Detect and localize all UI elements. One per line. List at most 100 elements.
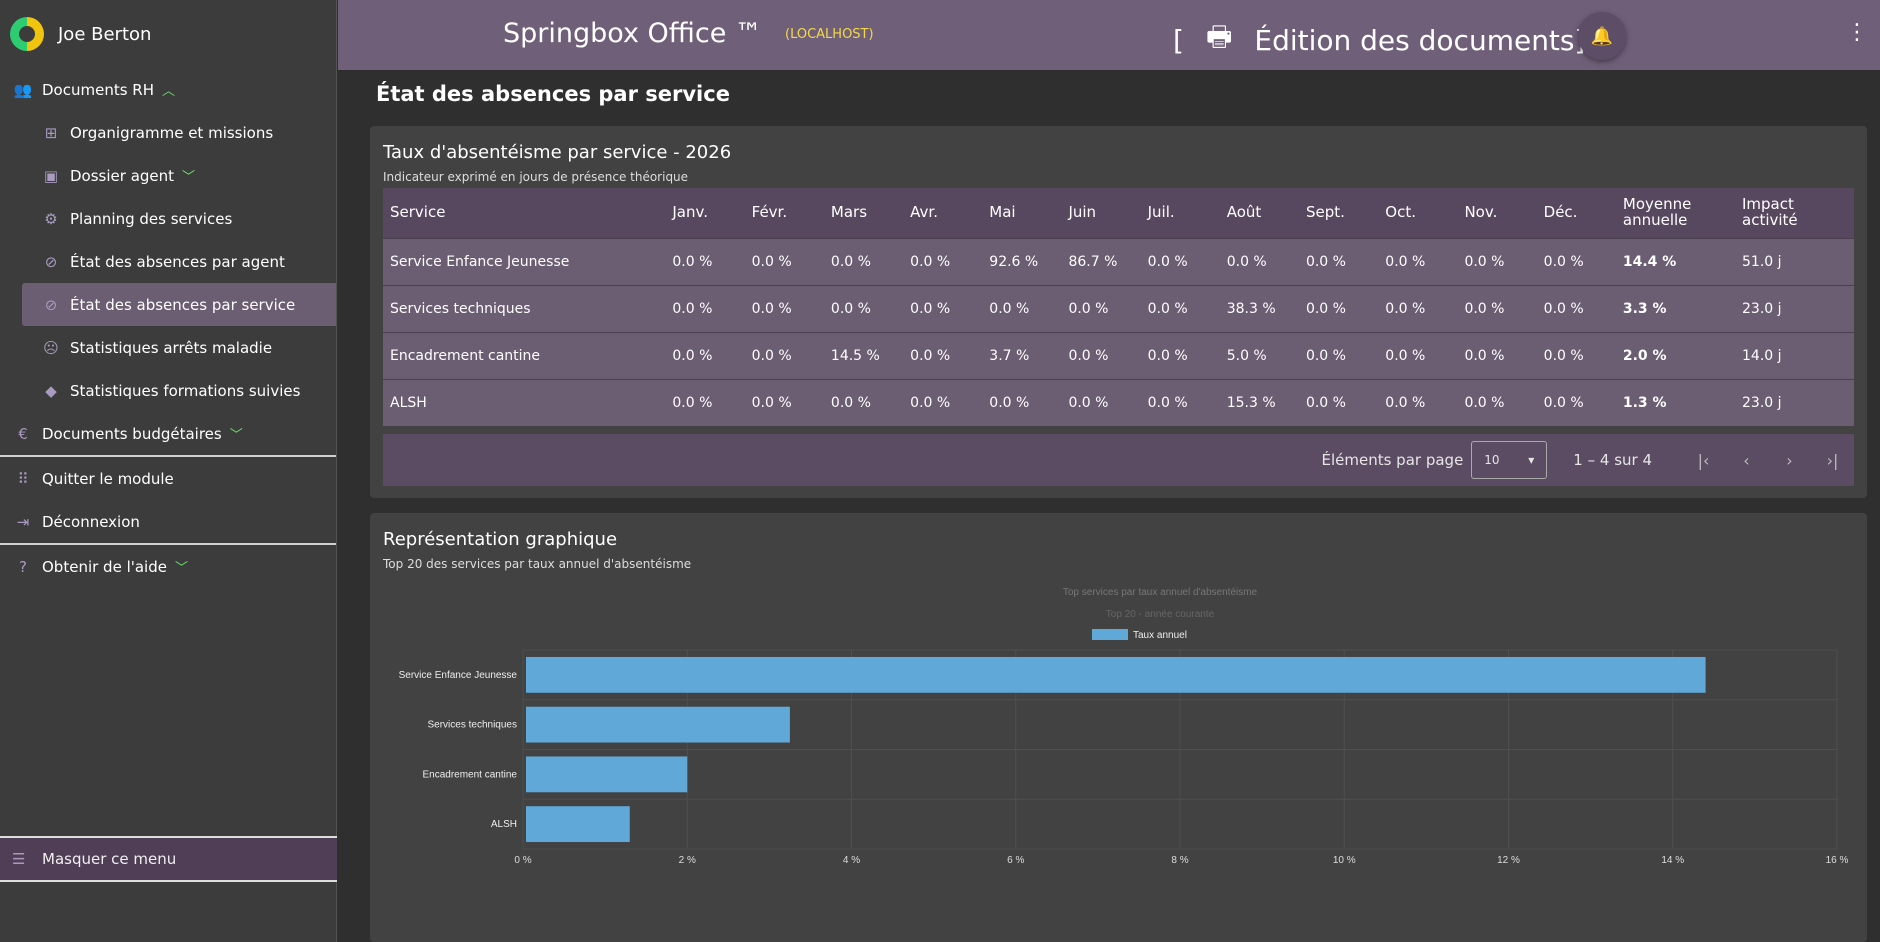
- table-cell: 0.0 %: [910, 394, 951, 411]
- legend-swatch: [1092, 629, 1128, 640]
- bar-chart: Top services par taux annuel d'absentéis…: [399, 587, 1849, 866]
- table-cell: 0.0 %: [751, 347, 792, 364]
- column-header: Juil.: [1147, 202, 1175, 221]
- table-cell: 23.0 j: [1742, 394, 1782, 411]
- table-cell: 0.0 %: [1464, 300, 1505, 317]
- table-cell: 0.0 %: [751, 253, 792, 270]
- x-tick-label: 10 %: [1333, 855, 1356, 866]
- hide-menu-button[interactable]: ☰ Masquer ce menu: [0, 836, 337, 882]
- table-row[interactable]: Encadrement cantine 0.0 % 0.0 % 14.5 % 0.0 %…: [383, 332, 1854, 379]
- first-page-icon[interactable]: |‹: [1697, 450, 1710, 470]
- x-tick-label: 16 %: [1826, 855, 1849, 866]
- table-cell: 51.0 j: [1742, 253, 1782, 270]
- chart-subtitle: Top 20 - année courante: [1106, 609, 1215, 620]
- table-cell: 86.7 %: [1068, 253, 1118, 270]
- last-page-icon[interactable]: ›|: [1826, 450, 1839, 470]
- bell-icon: 🔔: [1590, 25, 1614, 47]
- column-header: Sept.: [1305, 202, 1345, 221]
- table-cell: 0.0 %: [910, 347, 951, 364]
- sidebar-section-label: Documents RH: [42, 80, 154, 99]
- sidebar-item-absences-service[interactable]: ⊘ État des absences par service: [22, 283, 336, 326]
- sidebar-item-quitter[interactable]: ⠿ Quitter le module: [0, 457, 336, 500]
- y-tick-label: Encadrement cantine: [422, 769, 517, 780]
- sidebar-item-label: Planning des services: [70, 209, 233, 228]
- more-menu-icon[interactable]: ⋮: [1846, 20, 1868, 45]
- sidebar-item-arrets-maladie[interactable]: ☹ Statistiques arrêts maladie: [0, 326, 336, 369]
- chevron-up-icon: ︿: [162, 84, 176, 99]
- table-cell: 0.0 %: [1464, 394, 1505, 411]
- table-cell: 14.4 %: [1622, 253, 1677, 270]
- table-cell: 0.0 %: [1385, 300, 1426, 317]
- page-title: État des absences par service: [376, 82, 730, 106]
- bar: [526, 656, 1706, 693]
- table-cell: 3.3 %: [1622, 300, 1667, 317]
- sidebar-item-label: Obtenir de l'aide: [42, 557, 167, 576]
- table-cell: 5.0 %: [1226, 347, 1267, 364]
- table-cell: 0.0 %: [1226, 253, 1267, 270]
- table-cell: 0.0 %: [1543, 253, 1584, 270]
- sidebar-section-documents-rh[interactable]: 👥 Documents RH ︿: [0, 68, 336, 111]
- table-cell: 0.0 %: [672, 394, 713, 411]
- table-cell: 0.0 %: [989, 300, 1030, 317]
- table-cell: 0.0 %: [1305, 253, 1346, 270]
- divider: [0, 455, 336, 457]
- column-header: Mai: [989, 202, 1016, 221]
- notifications-button[interactable]: 🔔: [1578, 12, 1626, 60]
- table-card-subtitle: Indicateur exprimé en jours de présence …: [383, 170, 689, 184]
- table-cell: 0.0 %: [1305, 347, 1346, 364]
- y-tick-label: Service Enfance Jeunesse: [399, 670, 518, 681]
- chart-title: Top services par taux annuel d'absentéis…: [1063, 587, 1258, 598]
- sidebar-item-label: État des absences par agent: [70, 252, 285, 271]
- per-page-label: Éléments par page: [1321, 451, 1464, 469]
- per-page-select[interactable]: 10 ▾: [1471, 441, 1548, 479]
- column-header: Déc.: [1543, 202, 1578, 221]
- dropdown-arrow-icon: ▾: [1528, 453, 1535, 467]
- table-cell: 3.7 %: [989, 347, 1030, 364]
- table-row[interactable]: Services techniques 0.0 % 0.0 % 0.0 % 0.0 % 0…: [383, 285, 1854, 332]
- table-cell: 14.5 %: [830, 347, 880, 364]
- sidebar-item-absences-agent[interactable]: ⊘ État des absences par agent: [0, 240, 336, 283]
- table-cell: 38.3 %: [1226, 300, 1276, 317]
- x-tick-label: 14 %: [1661, 855, 1684, 866]
- sidebar-item-deconnexion[interactable]: ⇥ Déconnexion: [0, 500, 336, 543]
- table-cell: ALSH: [390, 394, 427, 411]
- x-tick-label: 2 %: [679, 855, 696, 866]
- column-header: Août: [1226, 202, 1262, 221]
- table-cell: 0.0 %: [1464, 253, 1505, 270]
- topbar: Springbox Office ™ (LOCALHOST) [ 🖶 Éditi…: [338, 0, 1880, 70]
- user-name: Joe Berton: [58, 23, 152, 45]
- next-page-icon[interactable]: ›: [1786, 450, 1793, 470]
- chart-card-title: Représentation graphique: [383, 529, 618, 550]
- table-cell: 0.0 %: [1385, 394, 1426, 411]
- table-cell: 0.0 %: [1305, 300, 1346, 317]
- table-card: Taux d'absentéisme par service - 2026 In…: [370, 126, 1867, 498]
- column-header: Janv.: [672, 202, 708, 221]
- sidebar-section-documents-budgetaires[interactable]: € Documents budgétaires ﹀: [0, 412, 336, 455]
- sidebar-item-organigramme[interactable]: ⊞ Organigramme et missions: [0, 111, 336, 154]
- previous-page-icon[interactable]: ‹: [1743, 450, 1750, 470]
- sidebar-item-dossier-agent[interactable]: ▣ Dossier agent ﹀: [0, 154, 336, 197]
- table-cell: 0.0 %: [1147, 394, 1188, 411]
- table-cell: 0.0 %: [751, 394, 792, 411]
- y-tick-label: ALSH: [491, 819, 517, 830]
- table-cell: 0.0 %: [1068, 394, 1109, 411]
- user-off-icon: ⊘: [44, 252, 58, 271]
- table-row[interactable]: ALSH 0.0 % 0.0 % 0.0 % 0.0 % 0.0 % 0.0 % 0.0 % 1…: [383, 379, 1854, 426]
- sidebar-item-label: Quitter le module: [42, 469, 174, 488]
- table-cell: 0.0 %: [830, 300, 871, 317]
- table-body: Service Enfance Jeunesse 0.0 % 0.0 % 0.0 % 0…: [383, 238, 1854, 426]
- sidebar-item-formations[interactable]: ◆ Statistiques formations suivies: [0, 369, 336, 412]
- table-row[interactable]: Service Enfance Jeunesse 0.0 % 0.0 % 0.0 % 0…: [383, 238, 1854, 285]
- table-cell: 0.0 %: [1068, 300, 1109, 317]
- divider: [0, 543, 336, 545]
- table-cell: 1.3 %: [1622, 394, 1667, 411]
- sidebar-item-aide[interactable]: ? Obtenir de l'aide ﹀: [0, 545, 336, 588]
- table-cell: 0.0 %: [1305, 394, 1346, 411]
- page-range: 1 – 4 sur 4: [1573, 451, 1652, 469]
- hide-menu-label: Masquer ce menu: [42, 850, 177, 868]
- table-cell: 0.0 %: [672, 347, 713, 364]
- sitemap-icon: ⊞: [44, 123, 58, 142]
- sidebar-item-planning[interactable]: ⚙ Planning des services: [0, 197, 336, 240]
- print-icon[interactable]: 🖶: [1205, 20, 1233, 53]
- table-cell: 0.0 %: [1464, 347, 1505, 364]
